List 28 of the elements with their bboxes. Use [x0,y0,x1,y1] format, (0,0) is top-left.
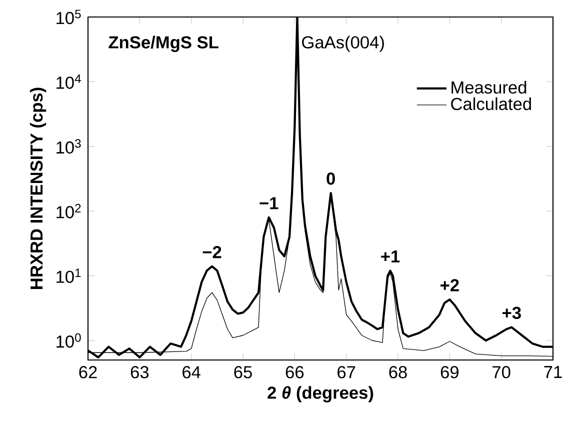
x-tick-label: 63 [130,366,149,378]
x-tick-label: 62 [79,366,97,378]
annotation: ZnSe/MgS SL [108,36,218,52]
x-tick-label: 68 [389,366,407,378]
x-tick-label: 70 [492,366,510,378]
y-tick-label: 10$^{0}$ [56,333,81,348]
x-tick-label: 71 [544,366,562,378]
annotation: +1 [381,250,400,262]
annotation: +3 [502,306,521,320]
y-tick-label: 10$^{1}$ [56,268,81,283]
x-tick-label: 64 [182,366,200,378]
x-axis-title: 2 θ (degrees) [268,386,374,402]
annotation: −2 [202,246,222,258]
x-tick-label: 67 [338,366,356,378]
y-tick-label: 10$^{5}$ [56,10,81,24]
x-tick-label: 65 [234,366,252,378]
annotation: −1 [260,197,278,210]
y-axis-title: HRXRD INTENSITY (cps) [30,88,46,289]
annotation: GaAs(004) [302,36,384,52]
y-tick-label: 10$^{2}$ [56,204,81,218]
annotation: 0 [326,172,335,185]
legend-label: Calculated [451,97,531,110]
x-tick-label: 66 [286,366,304,378]
y-tick-label: 10$^{4}$ [56,74,81,89]
x-tick-label: 69 [440,366,458,378]
annotation: +2 [440,279,459,292]
legend-label: Measured [452,80,526,94]
y-tick-label: 10$^{3}$ [56,139,81,154]
